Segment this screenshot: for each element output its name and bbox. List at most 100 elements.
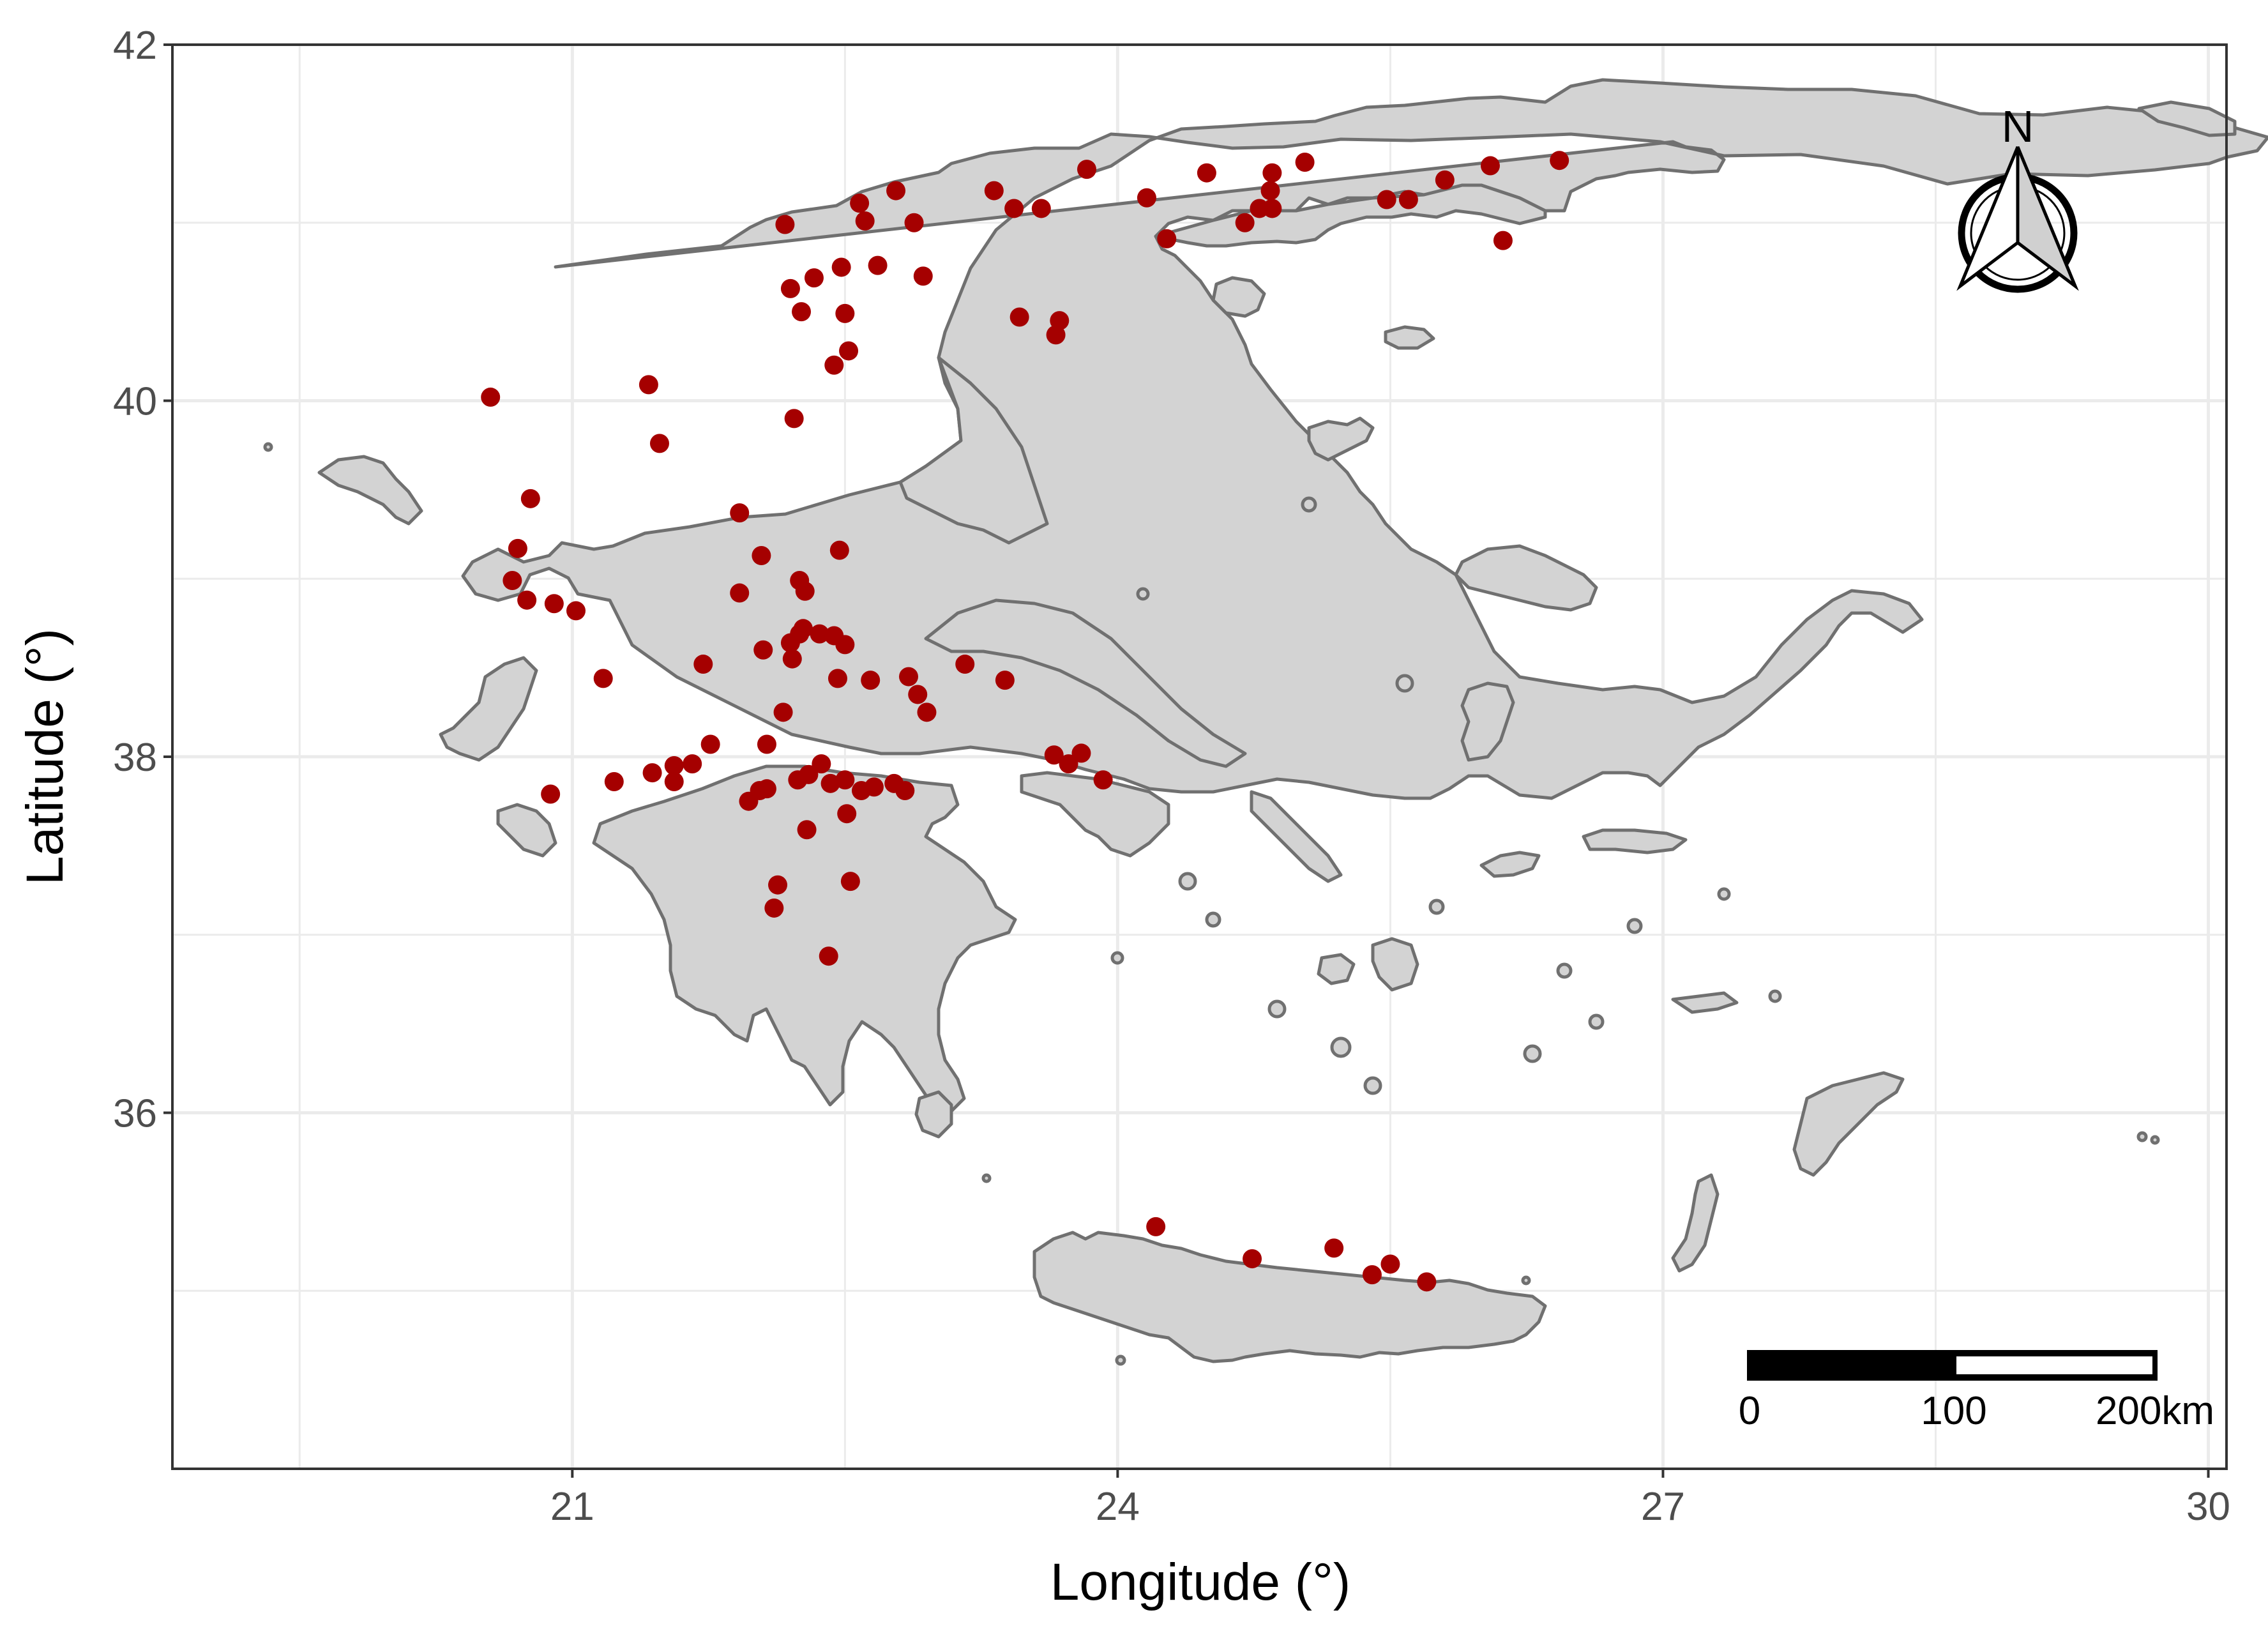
sample-point [839,341,859,361]
sample-point [764,898,784,918]
x-tick-label: 21 [550,1485,594,1529]
sample-point [1435,170,1455,190]
y-axis-label: Latitude (°) [16,628,74,885]
sample-point [819,946,838,966]
samothrace-island [1384,325,1435,350]
north-label: N [2002,102,2034,151]
sample-point [908,685,928,704]
sample-point [829,540,849,560]
sample-point [780,278,800,298]
islet [1205,911,1221,928]
sample-point [824,355,844,375]
scale-bar-segment-dark [1750,1353,1954,1378]
sample-point [773,702,793,722]
sample-point [642,763,662,783]
x-tick-label: 30 [2186,1485,2230,1529]
y-tick-label: 38 [113,736,157,780]
sample-point [895,780,915,800]
sample-point [541,784,561,804]
euboea-island [924,598,1247,768]
sample-point [792,302,812,322]
sample-point [1137,188,1156,208]
kythira-island [914,1090,953,1139]
sample-point [664,755,684,775]
lefkada-kefalonia [439,656,538,762]
sample-point [855,211,875,231]
paros-island [1317,953,1356,985]
sample-point [753,640,773,660]
sample-point [639,375,658,395]
sample-point [752,546,771,566]
ikaria-island [1479,851,1541,878]
evros-delta-tip [2137,100,2237,137]
islet [2150,1135,2160,1145]
islet [1556,962,1573,979]
sample-point [793,619,813,639]
sample-point [820,773,840,793]
naxos-island [1371,937,1419,992]
small-islets [263,442,2160,1366]
lemnos-island [1307,416,1375,462]
samos-island [1582,828,1688,854]
sample-point [886,181,906,201]
islet [1717,887,1731,901]
y-tick-label: 40 [113,380,157,424]
sample-point [1004,199,1024,218]
islet [1395,674,1414,693]
sample-point [1417,1272,1437,1292]
zakynthos-island [496,803,557,858]
sample-point [1377,190,1396,209]
sample-point [995,671,1015,690]
sample-point [1243,1249,1262,1269]
islet [1428,899,1445,915]
sample-point [984,181,1004,201]
sample-point [782,649,802,669]
thasos-island [1211,276,1266,318]
sample-point [517,590,537,610]
sample-point [664,772,684,792]
x-axis-label: Longitude (°) [1050,1553,1350,1611]
islet [1301,496,1317,513]
sample-point [850,193,870,213]
islet [1110,951,1124,965]
chalkidiki-fingers [1154,183,1547,248]
sample-point [797,820,817,840]
x-tick-label: 27 [1641,1485,1685,1529]
islet [1588,1013,1605,1030]
sample-point [804,268,824,288]
sample-point [566,601,586,621]
sample-point [812,754,831,774]
sampling-points [481,151,1569,1292]
sample-point [955,655,975,674]
sample-point [503,571,522,591]
sample-point [837,804,857,824]
sample-point [1197,163,1216,183]
sample-point [700,734,720,754]
sample-point [784,409,804,429]
land-polygons [317,78,2268,1363]
sample-point [1009,307,1029,327]
scale-label-100: 100 [1921,1389,1986,1433]
sample-point [795,581,815,601]
sample-point [1260,181,1280,201]
sample-point [1046,325,1066,345]
sample-point [649,434,669,453]
peloponnese [592,764,1017,1113]
sample-point [1362,1265,1382,1285]
sample-point [481,387,501,407]
sample-point [520,489,540,508]
sample-point [1157,229,1177,248]
lesbos-island [1454,544,1598,612]
islet [1136,587,1150,601]
sample-point [544,594,564,614]
islet [1363,1076,1382,1095]
sample-point [828,669,847,688]
sample-point [1077,160,1096,179]
sample-point [1031,199,1051,218]
sample-point [1324,1238,1344,1258]
sample-point [917,702,937,722]
scale-bar: 0 100 200km [1739,1350,2214,1433]
sample-point [1380,1254,1400,1274]
sample-point [775,215,795,234]
